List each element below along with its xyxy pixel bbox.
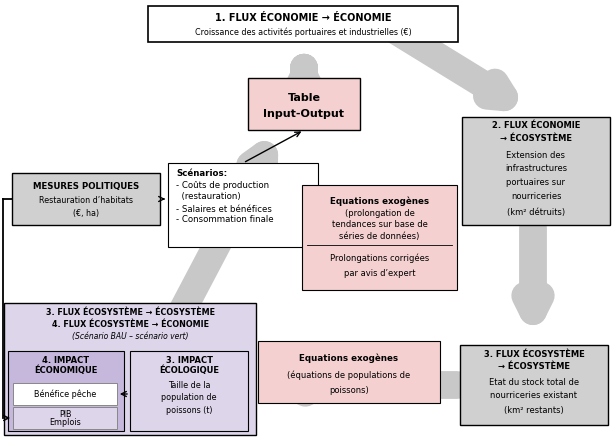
FancyBboxPatch shape [8,351,124,431]
FancyBboxPatch shape [12,173,160,225]
Text: - Consommation finale: - Consommation finale [176,215,274,224]
Text: infrastructures: infrastructures [505,164,567,174]
Text: - Salaires et bénéfices: - Salaires et bénéfices [176,205,272,214]
Text: (restauration): (restauration) [176,193,240,202]
Text: Equations exogènes: Equations exogènes [330,196,429,206]
Text: → ÉCOSYSTÈME: → ÉCOSYSTÈME [498,362,570,371]
Text: nourriceries existant: nourriceries existant [491,391,577,400]
FancyBboxPatch shape [460,345,608,425]
FancyBboxPatch shape [168,163,318,247]
Text: Emplois: Emplois [49,418,81,427]
Text: Extension des: Extension des [507,151,566,160]
Text: Table: Table [287,93,320,103]
Text: Input-Output: Input-Output [263,109,344,119]
Text: portuaires sur: portuaires sur [507,178,566,187]
Text: - Coûts de production: - Coûts de production [176,182,269,190]
Text: Prolongations corrigées: Prolongations corrigées [330,254,429,263]
FancyBboxPatch shape [258,341,440,403]
Text: PIB: PIB [59,410,71,419]
Text: 3. FLUX ÉCOSYSTÈME: 3. FLUX ÉCOSYSTÈME [483,350,584,359]
Text: poissons): poissons) [329,386,369,395]
Text: (prolongation de: (prolongation de [344,209,415,218]
FancyBboxPatch shape [148,6,458,42]
Text: 1. FLUX ÉCONOMIE → ÉCONOMIE: 1. FLUX ÉCONOMIE → ÉCONOMIE [215,13,391,23]
FancyBboxPatch shape [4,303,256,435]
FancyBboxPatch shape [130,351,248,431]
Text: Croissance des activités portuaires et industrielles (€): Croissance des activités portuaires et i… [194,27,411,36]
Text: (Scénario BAU – scénario vert): (Scénario BAU – scénario vert) [72,332,188,340]
Text: ÉCONOMIQUE: ÉCONOMIQUE [34,365,98,375]
Text: MESURES POLITIQUES: MESURES POLITIQUES [33,182,139,190]
Text: Bénéfice pêche: Bénéfice pêche [34,389,96,399]
Text: Scénarios:: Scénarios: [176,169,227,178]
Text: (km² restants): (km² restants) [504,406,564,415]
Text: 3. IMPACT: 3. IMPACT [165,356,213,365]
FancyBboxPatch shape [302,185,457,290]
Text: (équations de populations de: (équations de populations de [287,371,411,380]
FancyBboxPatch shape [13,407,117,429]
Text: Restauration d’habitats: Restauration d’habitats [39,196,133,205]
Text: 2. FLUX ÉCONOMIE: 2. FLUX ÉCONOMIE [492,121,580,130]
Text: poissons (t): poissons (t) [166,406,212,415]
Text: 4. IMPACT: 4. IMPACT [42,356,90,365]
FancyBboxPatch shape [13,383,117,405]
Text: (€, ha): (€, ha) [73,209,99,218]
Text: Etat du stock total de: Etat du stock total de [489,378,579,387]
Text: 4. FLUX ÉCOSYSTÈME → ÉCONOMIE: 4. FLUX ÉCOSYSTÈME → ÉCONOMIE [52,320,208,328]
Text: (km² détruits): (km² détruits) [507,207,565,217]
Text: Equations exogènes: Equations exogènes [300,354,399,363]
Text: par avis d’expert: par avis d’expert [344,269,415,278]
Text: séries de données): séries de données) [339,232,419,241]
Text: population de: population de [161,393,216,402]
FancyBboxPatch shape [462,117,610,225]
Text: nourriceries: nourriceries [510,192,561,202]
FancyBboxPatch shape [248,78,360,130]
Text: ÉCOLOGIQUE: ÉCOLOGIQUE [159,365,219,375]
Text: Taille de la: Taille de la [168,381,210,390]
Text: 3. FLUX ÉCOSYSTÈME → ÉCOSYSTÈME: 3. FLUX ÉCOSYSTÈME → ÉCOSYSTÈME [46,308,215,317]
Text: → ÉCOSYSTÈME: → ÉCOSYSTÈME [500,134,572,143]
Text: tendances sur base de: tendances sur base de [331,220,427,230]
